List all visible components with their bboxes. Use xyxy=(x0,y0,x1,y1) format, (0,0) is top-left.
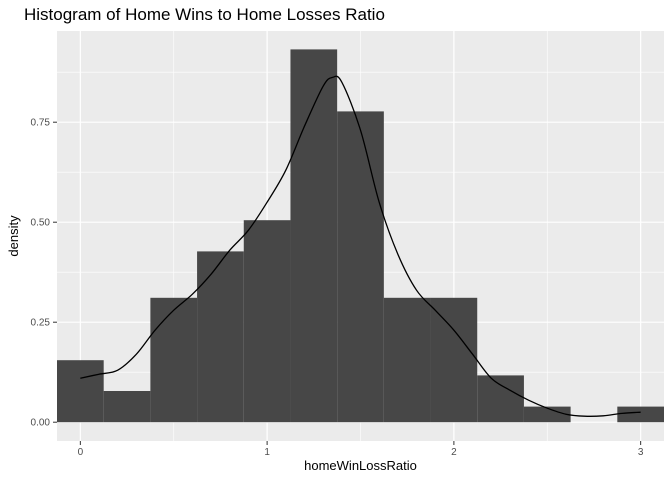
x-tick-label: 1 xyxy=(264,447,270,458)
histogram-bar xyxy=(150,297,198,423)
density-curve xyxy=(80,75,641,417)
chart-title: Histogram of Home Wins to Home Losses Ra… xyxy=(24,5,385,24)
x-tick-label: 3 xyxy=(638,447,644,458)
y-axis-title: density xyxy=(6,215,21,257)
histogram-bar xyxy=(57,360,104,423)
histogram-bar xyxy=(290,49,338,423)
y-axis-ticks: 0.00 0.25 0.50 0.75 xyxy=(31,118,57,429)
histogram-bar xyxy=(477,375,524,423)
histogram-bar xyxy=(383,297,431,423)
histogram-bar xyxy=(523,406,571,423)
y-tick-label: 0.00 xyxy=(31,418,51,429)
y-tick-label: 0.50 xyxy=(31,218,51,229)
x-tick-label: 2 xyxy=(451,447,457,458)
y-tick-label: 0.75 xyxy=(31,118,51,129)
histogram-bar xyxy=(337,111,384,423)
histogram-bars xyxy=(57,49,664,423)
x-tick-label: 0 xyxy=(78,447,84,458)
x-axis-ticks: 0 1 2 3 xyxy=(78,441,644,458)
histogram-bar xyxy=(197,251,244,423)
y-tick-label: 0.25 xyxy=(31,318,51,329)
histogram-bar xyxy=(103,391,151,423)
histogram-bar xyxy=(617,406,664,423)
x-axis-title: homeWinLossRatio xyxy=(304,458,417,473)
histogram-bar xyxy=(430,297,478,423)
histogram-bar xyxy=(243,220,291,423)
